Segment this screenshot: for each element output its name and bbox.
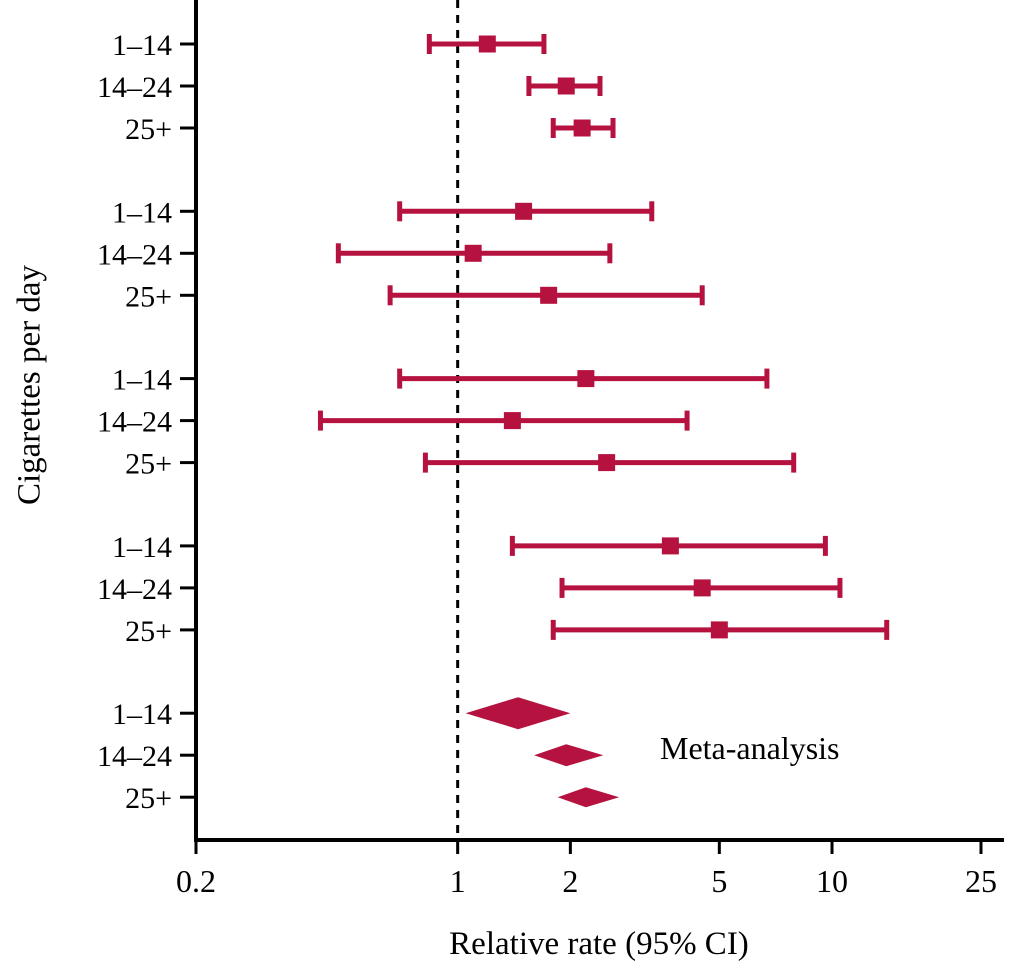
point-estimate [573, 119, 591, 137]
row-label: 25+ [125, 615, 172, 648]
point-estimate [661, 537, 679, 555]
point-estimate [478, 35, 496, 53]
point-estimate [577, 370, 595, 388]
row-label: 25+ [125, 280, 172, 313]
row-label: 25+ [125, 448, 172, 481]
x-tick-label: 10 [816, 863, 848, 899]
x-tick-label: 1 [450, 863, 466, 899]
point-estimate [515, 202, 533, 220]
row-label: 1–14 [112, 364, 172, 397]
point-estimate [540, 286, 558, 304]
point-estimate [464, 244, 482, 262]
row-label: 14–24 [97, 406, 172, 439]
y-axis-title: Cigarettes per day [11, 264, 48, 506]
summary-diamond [534, 744, 604, 767]
x-axis-title: Relative rate (95% CI) [449, 926, 749, 962]
row-label: 1–14 [112, 196, 172, 229]
summary-diamond [557, 787, 620, 808]
point-estimate [557, 77, 575, 95]
x-tick-label: 5 [711, 863, 727, 899]
meta-analysis-annotation: Meta-analysis [660, 730, 840, 766]
row-label: 25+ [125, 113, 172, 146]
point-estimate [503, 412, 521, 430]
row-label: 1–14 [112, 698, 172, 731]
x-tick-label: 2 [562, 863, 578, 899]
row-label: 1–14 [112, 531, 172, 564]
row-label: 25+ [125, 782, 172, 815]
row-label: 14–24 [97, 238, 172, 271]
point-estimate [598, 454, 616, 472]
row-label: 1–14 [112, 29, 172, 62]
x-tick-label: 25 [965, 863, 997, 899]
row-label: 14–24 [97, 573, 172, 606]
summary-diamond [465, 697, 571, 730]
row-label: 14–24 [97, 740, 172, 773]
x-tick-label: 0.2 [176, 863, 216, 899]
point-estimate [710, 621, 728, 639]
row-label: 14–24 [97, 71, 172, 104]
point-estimate [693, 579, 711, 597]
